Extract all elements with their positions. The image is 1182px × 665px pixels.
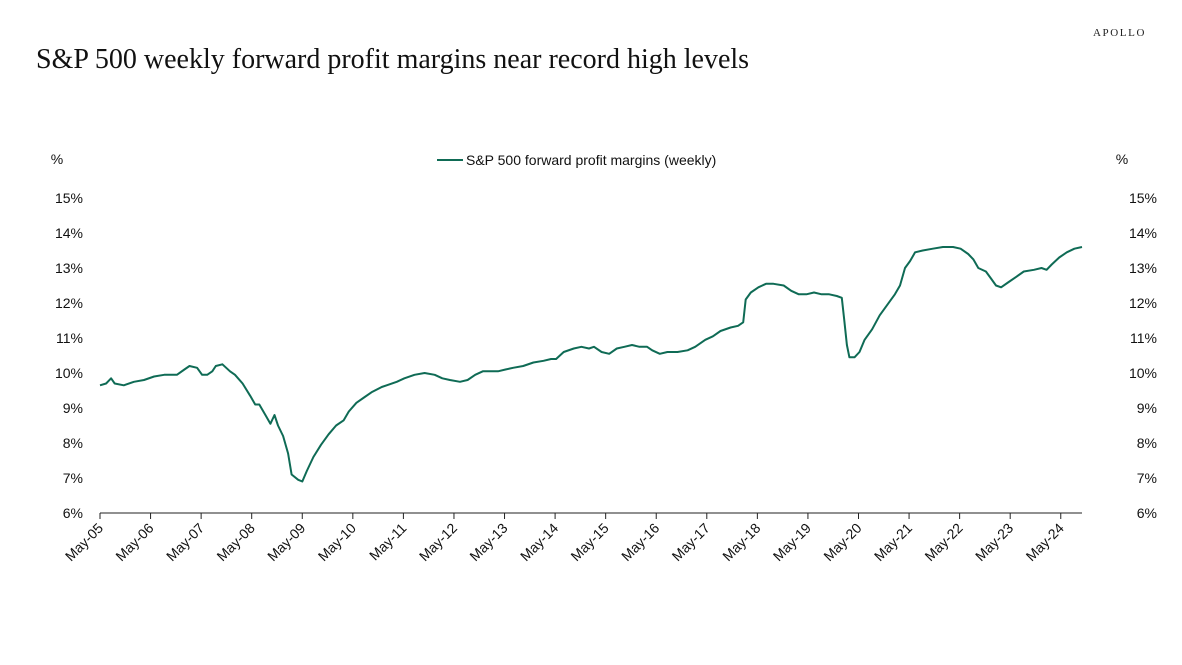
- y-tick-label-right: 14%: [1129, 225, 1157, 241]
- x-tick-label: May-23: [972, 520, 1016, 564]
- series-line: [99, 246, 1083, 483]
- chart-legend: S&P 500 forward profit margins (weekly): [437, 152, 716, 168]
- x-tick-label: May-22: [921, 520, 965, 564]
- x-tick-label: May-21: [871, 520, 915, 564]
- y-tick-label-right: 8%: [1137, 435, 1157, 451]
- y-tick-label-left: 7%: [63, 470, 83, 486]
- x-tick-label: May-05: [62, 520, 106, 564]
- y-tick-label-left: 12%: [55, 295, 83, 311]
- y-tick-label-right: 12%: [1129, 295, 1157, 311]
- legend-label: S&P 500 forward profit margins (weekly): [466, 152, 716, 168]
- y-tick-label-right: 9%: [1137, 400, 1157, 416]
- brand-logo-text: APOLLO: [1093, 27, 1146, 39]
- y-tick-label-left: 10%: [55, 365, 83, 381]
- y-tick-label-right: 10%: [1129, 365, 1157, 381]
- x-tick-label: May-06: [112, 520, 156, 564]
- y-tick-label-left: 6%: [63, 505, 83, 521]
- y-tick-label-left: 9%: [63, 400, 83, 416]
- y-axis-unit-right: %: [1116, 151, 1128, 167]
- x-tick-label: May-20: [820, 520, 864, 564]
- y-tick-label-left: 15%: [55, 190, 83, 206]
- x-tick-label: May-08: [213, 520, 257, 564]
- x-tick-label: May-07: [163, 520, 207, 564]
- x-tick-label: May-14: [517, 520, 561, 564]
- x-tick-label: May-11: [366, 520, 410, 564]
- y-tick-label-right: 7%: [1137, 470, 1157, 486]
- y-tick-label-right: 13%: [1129, 260, 1157, 276]
- page-title: S&P 500 weekly forward profit margins ne…: [36, 44, 750, 75]
- x-tick-label: May-15: [567, 520, 611, 564]
- x-tick-label: May-18: [719, 520, 763, 564]
- y-tick-label-left: 13%: [55, 260, 83, 276]
- x-tick-label: May-09: [264, 520, 308, 564]
- y-tick-label-left: 8%: [63, 435, 83, 451]
- y-tick-label-right: 15%: [1129, 190, 1157, 206]
- x-tick-label: May-24: [1023, 520, 1067, 564]
- x-tick-label: May-16: [618, 520, 662, 564]
- chart-series: [99, 246, 1083, 483]
- x-tick-label: May-17: [669, 520, 713, 564]
- y-tick-label-right: 6%: [1137, 505, 1157, 521]
- x-tick-label: May-19: [770, 520, 814, 564]
- y-tick-label-right: 11%: [1130, 330, 1157, 346]
- y-axis-unit-left: %: [51, 151, 63, 167]
- x-tick-label: May-12: [416, 520, 460, 564]
- x-tick-label: May-10: [315, 520, 359, 564]
- x-tick-label: May-13: [466, 520, 510, 564]
- chart-axes: May-05 May-06 May-07 May-08 May-09 May-10 May-…: [51, 151, 1157, 564]
- y-tick-label-left: 11%: [56, 330, 83, 346]
- y-tick-label-left: 14%: [55, 225, 83, 241]
